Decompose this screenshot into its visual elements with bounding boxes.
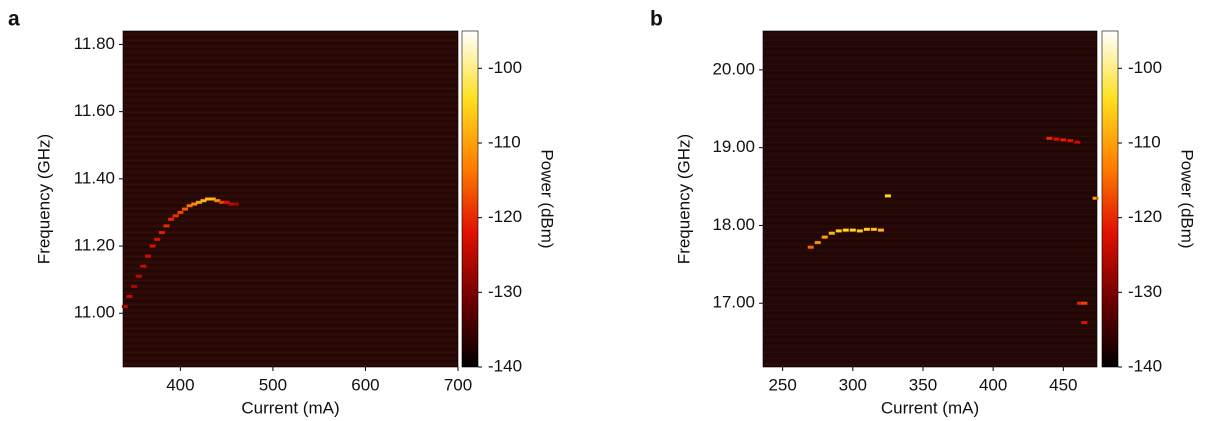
- colorbar-tick-label: -100: [488, 58, 522, 77]
- trace-cell: [856, 229, 863, 233]
- x-tick-label: 500: [259, 375, 287, 394]
- trace-cell: [1053, 137, 1060, 141]
- colorbar-tick-label: -110: [1128, 132, 1161, 151]
- trace-cell: [821, 235, 828, 239]
- trace-cell: [168, 217, 175, 221]
- colorbar: [461, 30, 479, 368]
- colorbar-tick-label: -140: [488, 356, 522, 375]
- x-axis-label: Current (mA): [881, 398, 979, 417]
- y-tick-label: 11.60: [74, 101, 115, 120]
- x-tick-label: 600: [351, 375, 379, 394]
- trace-cell: [149, 244, 156, 248]
- panel-label: b: [650, 8, 663, 31]
- x-tick-label: 300: [839, 375, 867, 394]
- trace-cell: [158, 231, 165, 235]
- trace-cell: [140, 264, 147, 268]
- trace-cell: [186, 204, 193, 208]
- trace-cell: [209, 197, 216, 201]
- panel-label: a: [8, 8, 20, 31]
- trace-cell: [1060, 138, 1067, 142]
- trace-cell: [154, 237, 161, 241]
- plot-frame: [762, 30, 1098, 368]
- trace-cell: [1077, 301, 1084, 305]
- trace-cell: [842, 228, 849, 232]
- trace-cell: [228, 202, 235, 206]
- y-tick-label: 18.00: [712, 215, 755, 234]
- trace-cell: [1081, 301, 1088, 305]
- trace-cell: [205, 197, 212, 201]
- y-tick-label: 11.20: [74, 236, 115, 255]
- trace-cell: [835, 229, 842, 233]
- trace-cell: [870, 227, 877, 231]
- colorbar-tick-label: -120: [488, 207, 522, 226]
- y-tick-label: 20.00: [712, 59, 755, 78]
- y-tick-label: 11.00: [74, 303, 115, 322]
- colorbar-tick-label: -110: [488, 132, 521, 151]
- colorbar-tick-label: -130: [488, 282, 522, 301]
- trace-cell: [1067, 139, 1074, 143]
- trace-cell: [172, 214, 179, 218]
- trace-cell: [884, 194, 891, 198]
- x-tick-label: 400: [979, 375, 1007, 394]
- y-tick-label: 11.80: [74, 34, 115, 53]
- x-tick-label: 400: [166, 375, 194, 394]
- y-tick-label: 19.00: [712, 137, 755, 156]
- trace-cell: [1081, 321, 1088, 325]
- heatmap-texture: [763, 31, 1097, 367]
- x-tick-label: 250: [768, 375, 796, 394]
- colorbar-tick-label: -100: [1128, 58, 1162, 77]
- trace-cell: [1046, 136, 1053, 140]
- trace-cell: [126, 294, 133, 298]
- trace-cell: [828, 231, 835, 235]
- trace-cell: [863, 227, 870, 231]
- trace-cell: [223, 200, 230, 204]
- heatmap-texture: [123, 31, 458, 367]
- colorbar-label: Power (dBm): [1178, 149, 1197, 248]
- trace-cell: [807, 245, 814, 249]
- trace-cell: [163, 224, 170, 228]
- trace-cell: [877, 228, 884, 232]
- colorbar-tick-label: -130: [1128, 282, 1162, 301]
- plot-frame: [122, 30, 459, 368]
- colorbar-tick-label: -120: [1128, 207, 1162, 226]
- y-axis-label: Frequency (GHz): [674, 134, 693, 264]
- trace-cell: [219, 200, 226, 204]
- trace-cell: [177, 210, 184, 214]
- trace-cell: [182, 207, 189, 211]
- trace-cell: [121, 305, 128, 309]
- x-tick-label: 450: [1049, 375, 1077, 394]
- x-axis-label: Current (mA): [241, 398, 339, 417]
- trace-cell: [144, 254, 151, 258]
- trace-cell: [814, 241, 821, 245]
- trace-cell: [232, 202, 239, 206]
- trace-cell: [849, 228, 856, 232]
- x-tick-label: 700: [444, 375, 472, 394]
- y-tick-label: 17.00: [712, 293, 755, 312]
- trace-cell: [1092, 196, 1099, 200]
- trace-cell: [200, 199, 207, 203]
- colorbar: [1101, 30, 1119, 368]
- y-axis-label: Frequency (GHz): [34, 134, 53, 264]
- trace-cell: [195, 200, 202, 204]
- trace-cell: [131, 284, 138, 288]
- x-tick-label: 350: [909, 375, 937, 394]
- trace-cell: [191, 202, 198, 206]
- heatmap-panel: a 400 500 600 700 11.00 11.20 11.40 11.60 11.80 Cu…: [8, 8, 557, 418]
- trace-cell: [135, 274, 142, 278]
- trace-cell: [1074, 140, 1081, 144]
- y-tick-label: 11.40: [74, 168, 115, 187]
- colorbar-label: Power (dBm): [538, 149, 557, 248]
- heatmap-panel: b 250 300 350 400 450 17.00 18.00 19.00 20.00 Curr…: [650, 8, 1197, 418]
- colorbar-tick-label: -140: [1128, 356, 1162, 375]
- trace-cell: [214, 199, 221, 203]
